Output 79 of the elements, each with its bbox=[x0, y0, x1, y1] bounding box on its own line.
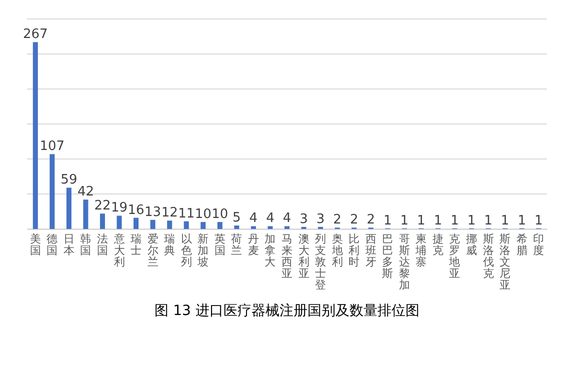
bar bbox=[100, 214, 105, 229]
x-tick-label: 柬埔寨 bbox=[414, 232, 427, 268]
x-tick-label: 澳大利亚 bbox=[298, 232, 310, 280]
x-tick-label: 克罗地亚 bbox=[448, 232, 460, 280]
data-label: 2 bbox=[350, 212, 358, 228]
x-tick-label: 希腊 bbox=[516, 232, 528, 257]
data-label: 4 bbox=[249, 211, 258, 226]
data-label: 4 bbox=[282, 211, 292, 226]
data-label: 1 bbox=[384, 213, 392, 228]
data-label: 3 bbox=[316, 212, 325, 227]
data-label: 22 bbox=[94, 198, 111, 214]
x-tick-label: 捷克 bbox=[432, 232, 444, 257]
x-tick-label: 列支敦士登 bbox=[315, 232, 326, 292]
x-tick-label: 巴巴多斯 bbox=[382, 232, 394, 280]
bar bbox=[250, 226, 256, 229]
x-tick-label: 法国 bbox=[96, 232, 108, 257]
data-label: 4 bbox=[266, 211, 274, 226]
x-tick-label: 爱尔兰 bbox=[147, 232, 158, 268]
data-label: 2 bbox=[333, 212, 342, 228]
bar bbox=[32, 42, 38, 229]
data-label: 1 bbox=[450, 213, 459, 228]
data-label: 59 bbox=[60, 172, 78, 188]
data-label: 1 bbox=[534, 213, 543, 228]
text: 图 13 进口医疗器械注册国别及数量排位图 bbox=[154, 303, 420, 319]
x-tick-label: 美国 bbox=[30, 232, 41, 257]
data-label: 107 bbox=[40, 139, 65, 154]
x-tick-label: 荷兰 bbox=[231, 232, 242, 257]
x-tick-label: 日本 bbox=[63, 232, 74, 257]
data-label: 1 bbox=[417, 213, 426, 228]
data-label: 10 bbox=[194, 207, 212, 222]
bar bbox=[184, 221, 189, 229]
x-tick-label: 奥地利 bbox=[330, 232, 343, 268]
x-tick-label: 瑞典 bbox=[164, 232, 176, 257]
x-tick-label: 哥斯达黎加 bbox=[398, 232, 410, 292]
data-label: 13 bbox=[144, 204, 162, 220]
bar bbox=[66, 188, 72, 229]
data-label: 11 bbox=[178, 206, 195, 222]
x-tick-label: 新加坡 bbox=[196, 232, 209, 268]
x-tick-label: 印度 bbox=[533, 232, 544, 257]
x-tick-label: 英国 bbox=[214, 232, 226, 257]
data-label: 1 bbox=[500, 213, 510, 228]
x-tick-label: 瑞士 bbox=[130, 232, 142, 257]
data-label: 267 bbox=[22, 27, 48, 42]
bar bbox=[83, 200, 88, 229]
bar bbox=[200, 222, 206, 229]
bar bbox=[284, 226, 290, 229]
data-label: 1 bbox=[467, 213, 476, 228]
data-label: 10 bbox=[212, 207, 228, 222]
x-tick-label: 德国 bbox=[46, 232, 58, 257]
bar bbox=[134, 218, 139, 229]
x-tick-label: 挪威 bbox=[466, 232, 478, 257]
x-tick-label: 斯洛伐克 bbox=[482, 232, 494, 280]
data-label: 42 bbox=[77, 184, 94, 200]
data-label: 5 bbox=[232, 210, 241, 226]
bar bbox=[217, 222, 222, 229]
bar bbox=[234, 226, 240, 229]
data-label: 19 bbox=[110, 200, 128, 216]
x-tick-label: 斯洛文尼亚 bbox=[500, 232, 511, 292]
bar bbox=[150, 220, 156, 229]
data-label: 3 bbox=[300, 212, 308, 227]
x-tick-label: 西班牙 bbox=[365, 232, 376, 268]
data-label: 12 bbox=[161, 206, 178, 221]
data-label: 16 bbox=[128, 202, 144, 218]
data-label: 1 bbox=[400, 213, 409, 228]
bar bbox=[116, 216, 122, 229]
x-tick-label: 意大利 bbox=[112, 232, 125, 268]
x-tick-label: 比利时 bbox=[348, 232, 360, 268]
x-tick-label: 马来西亚 bbox=[282, 232, 292, 280]
data-label: 1 bbox=[484, 213, 492, 228]
x-tick-label: 以色列 bbox=[180, 232, 192, 268]
x-tick-label: 加拿大 bbox=[264, 232, 276, 268]
data-label: 1 bbox=[434, 213, 442, 228]
bar bbox=[50, 154, 55, 229]
x-tick-label: 丹麦 bbox=[248, 232, 259, 257]
bar bbox=[167, 220, 172, 229]
data-label: 1 bbox=[518, 213, 526, 228]
data-label: 2 bbox=[366, 212, 376, 228]
x-tick-label: 韩国 bbox=[80, 232, 92, 257]
bar bbox=[268, 226, 273, 229]
